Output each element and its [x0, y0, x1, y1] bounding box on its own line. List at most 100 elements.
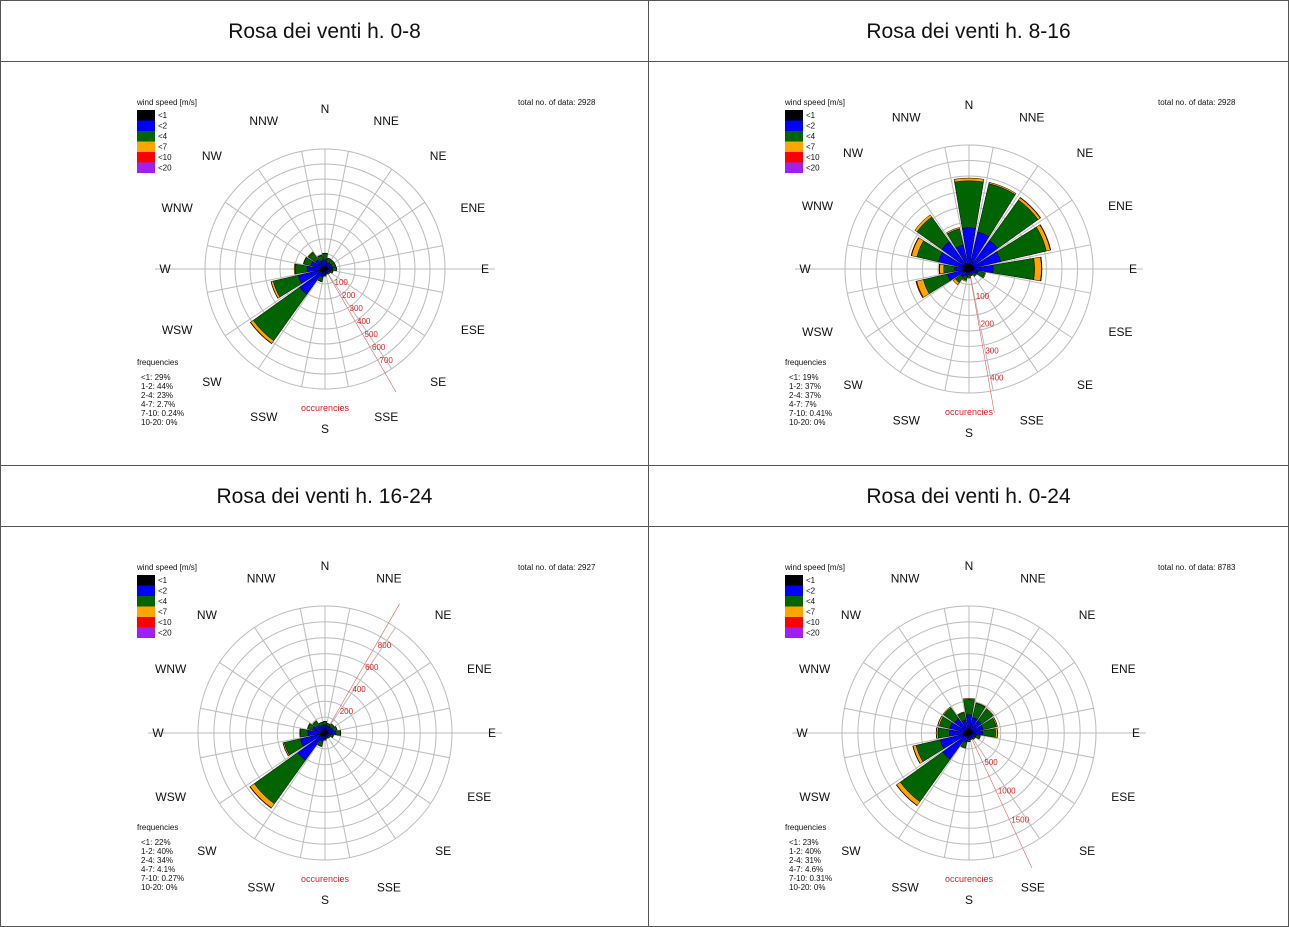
direction-label-wsw: WSW — [162, 323, 193, 337]
direction-label-ne: NE — [1077, 146, 1094, 160]
grid-spoke — [324, 245, 443, 270]
legend-swatch — [137, 120, 155, 131]
grid-spoke — [200, 707, 326, 734]
direction-label-sse: SSE — [1021, 880, 1045, 894]
frequency-line: 7-10: 0.24% — [141, 409, 184, 418]
total-label: total no. of data: 2927 — [518, 563, 596, 572]
frequencies-title: frequencies — [137, 358, 178, 367]
direction-label-w: W — [796, 726, 808, 740]
direction-label-n: N — [965, 559, 974, 573]
wind-rose-chart: 100 200 300 400 N NNE NE ENE E ESE SE SSE S SSW SW WSW W… — [784, 98, 1236, 440]
grid-spoke — [968, 608, 995, 734]
wind-rose-chart: 500 1000 1500 N NNE NE ENE E ESE SE SSE S SSW SW WSW W W… — [784, 559, 1236, 907]
total-label: total no. of data: 8783 — [1158, 563, 1236, 572]
grid-spoke — [863, 732, 970, 804]
bar-e-3 — [332, 266, 337, 272]
grid-spoke — [324, 268, 426, 337]
bar-ssw-4 — [960, 745, 966, 749]
frequency-line: 1-2: 40% — [141, 847, 173, 856]
legend-swatch — [785, 575, 803, 586]
tick-label: 300 — [350, 304, 364, 313]
grid-spoke — [324, 608, 351, 734]
frequency-line: <1: 23% — [789, 838, 819, 847]
grid-spoke — [324, 627, 396, 734]
legend-label: <1 — [806, 111, 816, 120]
legend-label: <2 — [158, 122, 168, 131]
grid-spoke — [299, 608, 326, 734]
tick-label: 400 — [357, 317, 371, 326]
wind-rose-chart: 200 400 600 800 N NNE NE ENE E ESE SE SSE S SSW SW WSW W… — [136, 559, 596, 907]
grid-spoke — [968, 244, 1091, 270]
legend-swatch — [785, 162, 803, 173]
bar-ene-4 — [335, 726, 338, 731]
bar-wnw-5 — [910, 237, 920, 256]
grid-spoke — [324, 732, 431, 804]
grid-spoke — [943, 608, 970, 734]
grid-spoke — [200, 732, 326, 759]
bar-nne-4 — [327, 257, 332, 260]
grid-spoke — [968, 707, 1094, 734]
grid-spoke — [324, 732, 450, 759]
legend-label: <4 — [158, 132, 168, 141]
bar-nw-4 — [942, 706, 952, 716]
bar-e-4 — [1033, 256, 1042, 282]
direction-label-ese: ESE — [467, 790, 491, 804]
direction-label-nnw: NNW — [892, 110, 921, 124]
bar-wsw-5 — [270, 281, 279, 299]
panel-0-24: Rosa dei venti h. 0-24 500 1000 1500 N NNE NE… — [648, 465, 1289, 927]
direction-label-ssw: SSW — [891, 880, 919, 894]
occurencies-label: occurencies — [945, 407, 994, 417]
grid-spoke — [301, 268, 326, 387]
direction-label-wnw: WNW — [162, 201, 194, 215]
direction-label-nne: NNE — [376, 572, 401, 586]
legend-swatch — [137, 627, 155, 638]
bar-se-4 — [973, 737, 976, 740]
tick-label: 600 — [372, 343, 386, 352]
direction-label-s: S — [321, 422, 329, 436]
bar-sw-5 — [895, 784, 918, 807]
grid-spoke — [944, 268, 970, 391]
grid-spoke — [944, 147, 970, 270]
grid-spoke — [968, 732, 1094, 759]
legend-label: <20 — [158, 164, 172, 173]
bar-wnw-5 — [937, 715, 943, 727]
bar-nnw-4 — [318, 721, 323, 724]
tick-label: 100 — [976, 292, 990, 301]
frequency-line: <1: 22% — [141, 838, 171, 847]
panel-title: Rosa dei venti h. 8-16 — [649, 1, 1288, 62]
grid-spoke — [968, 165, 1039, 270]
legend-label: <2 — [806, 122, 816, 131]
direction-label-nnw: NNW — [249, 114, 278, 128]
tick-label: 300 — [985, 346, 999, 355]
bar-ene-5 — [993, 717, 998, 727]
tick-label: 1500 — [1011, 815, 1029, 824]
occurencies-label: occurencies — [301, 403, 350, 413]
direction-label-nne: NNE — [1019, 110, 1044, 124]
legend-swatch — [785, 141, 803, 152]
direction-label-w: W — [159, 262, 171, 276]
bar-nnw-4 — [957, 711, 965, 716]
frequency-line: 7-10: 0.27% — [141, 874, 184, 883]
bar-n-4 — [322, 252, 328, 255]
direction-label-ne: NE — [435, 608, 452, 622]
direction-label-s: S — [321, 893, 329, 907]
grid-spoke — [324, 168, 393, 270]
tick-label: 400 — [990, 374, 1004, 383]
tick-axis-line — [324, 268, 397, 393]
bar-sse-4 — [970, 738, 974, 741]
direction-label-wnw: WNW — [799, 662, 831, 676]
direction-label-e: E — [481, 262, 489, 276]
legend-swatch — [785, 131, 803, 142]
tick-label: 500 — [365, 330, 379, 339]
grid-spoke — [324, 268, 443, 293]
direction-label-s: S — [965, 893, 973, 907]
grid-spoke — [968, 627, 1040, 734]
grid-spoke — [301, 151, 326, 270]
tick-label: 500 — [984, 758, 998, 767]
bar-ese-4 — [982, 272, 986, 279]
legend-label: <2 — [158, 587, 168, 596]
direction-label-sse: SSE — [374, 410, 398, 424]
legend-swatch — [137, 110, 155, 121]
grid-spoke — [207, 268, 326, 293]
direction-label-sw: SW — [202, 375, 222, 389]
